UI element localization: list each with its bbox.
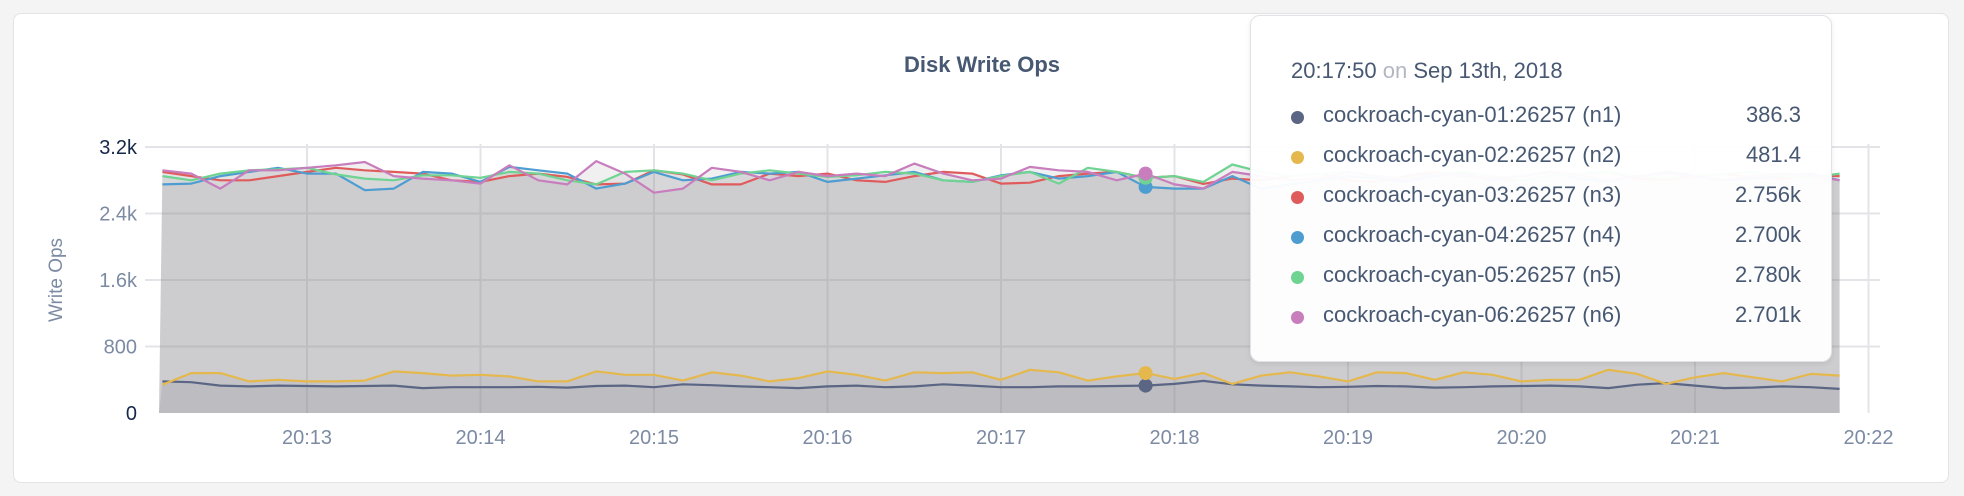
tooltip-row: cockroach-cyan-02:26257 (n2) 481.4	[1291, 142, 1801, 172]
series-value: 2.780k	[1734, 262, 1801, 287]
chart-title: Disk Write Ops	[904, 52, 1060, 77]
tooltip-row: cockroach-cyan-06:26257 (n6) 2.701k	[1291, 302, 1801, 332]
tooltip-date: Sep 13th, 2018	[1413, 58, 1563, 83]
y-tick-label: 0	[126, 403, 137, 425]
series-color-dot	[1291, 151, 1304, 164]
series-color-dot	[1291, 231, 1304, 244]
tooltip-row: cockroach-cyan-04:26257 (n4) 2.700k	[1291, 222, 1801, 252]
y-axis-label: Write Ops	[46, 238, 67, 322]
tooltip-on: on	[1382, 58, 1408, 83]
tooltip-row: cockroach-cyan-01:26257 (n1) 386.3	[1291, 102, 1801, 132]
x-tick-label: 20:13	[282, 427, 332, 449]
tooltip-time: 20:17:50	[1291, 58, 1377, 83]
hover-tooltip: 20:17:50 on Sep 13th, 2018 cockroach-cya…	[1250, 15, 1832, 362]
series-area-n2	[159, 369, 1840, 413]
x-tick-label: 20:16	[802, 427, 852, 449]
series-value: 2.756k	[1734, 182, 1801, 207]
series-name: cockroach-cyan-04:26257 (n4)	[1323, 222, 1622, 247]
y-tick-label: 1.6k	[99, 270, 138, 292]
series-name: cockroach-cyan-05:26257 (n5)	[1323, 262, 1622, 287]
series-value: 481.4	[1745, 142, 1801, 167]
series-area-n1	[159, 380, 1840, 413]
series-value: 386.3	[1745, 102, 1801, 127]
hover-point-n6	[1138, 166, 1153, 181]
series-line-n2[interactable]	[161, 368, 1840, 386]
hover-point-n2	[1138, 366, 1153, 381]
series-value: 2.701k	[1734, 302, 1801, 327]
tooltip-row: cockroach-cyan-03:26257 (n3) 2.756k	[1291, 182, 1801, 212]
tooltip-row: cockroach-cyan-05:26257 (n5) 2.780k	[1291, 262, 1801, 292]
x-tick-label: 20:20	[1496, 427, 1546, 449]
y-tick-label: 2.4k	[99, 204, 138, 226]
series-color-dot	[1291, 191, 1304, 204]
series-name: cockroach-cyan-01:26257 (n1)	[1323, 102, 1622, 127]
x-tick-label: 20:22	[1843, 427, 1893, 449]
series-color-dot	[1291, 311, 1304, 324]
x-tick-label: 20:15	[629, 427, 679, 449]
x-tick-label: 20:14	[455, 427, 505, 449]
x-tick-label: 20:18	[1149, 427, 1199, 449]
series-name: cockroach-cyan-06:26257 (n6)	[1323, 302, 1622, 327]
series-color-dot	[1291, 111, 1304, 124]
series-value: 2.700k	[1734, 222, 1801, 247]
hover-point-n1	[1138, 378, 1153, 393]
x-tick-label: 20:21	[1670, 427, 1720, 449]
series-color-dot	[1291, 271, 1304, 284]
tooltip-timestamp: 20:17:50 on Sep 13th, 2018	[1291, 58, 1563, 84]
series-name: cockroach-cyan-02:26257 (n2)	[1323, 142, 1622, 167]
x-tick-label: 20:19	[1323, 427, 1373, 449]
series-line-n1[interactable]	[162, 379, 1840, 390]
x-tick-label: 20:17	[976, 427, 1026, 449]
y-tick-label: 800	[104, 337, 137, 359]
y-tick-label: 3.2k	[99, 137, 138, 159]
series-name: cockroach-cyan-03:26257 (n3)	[1323, 182, 1622, 207]
